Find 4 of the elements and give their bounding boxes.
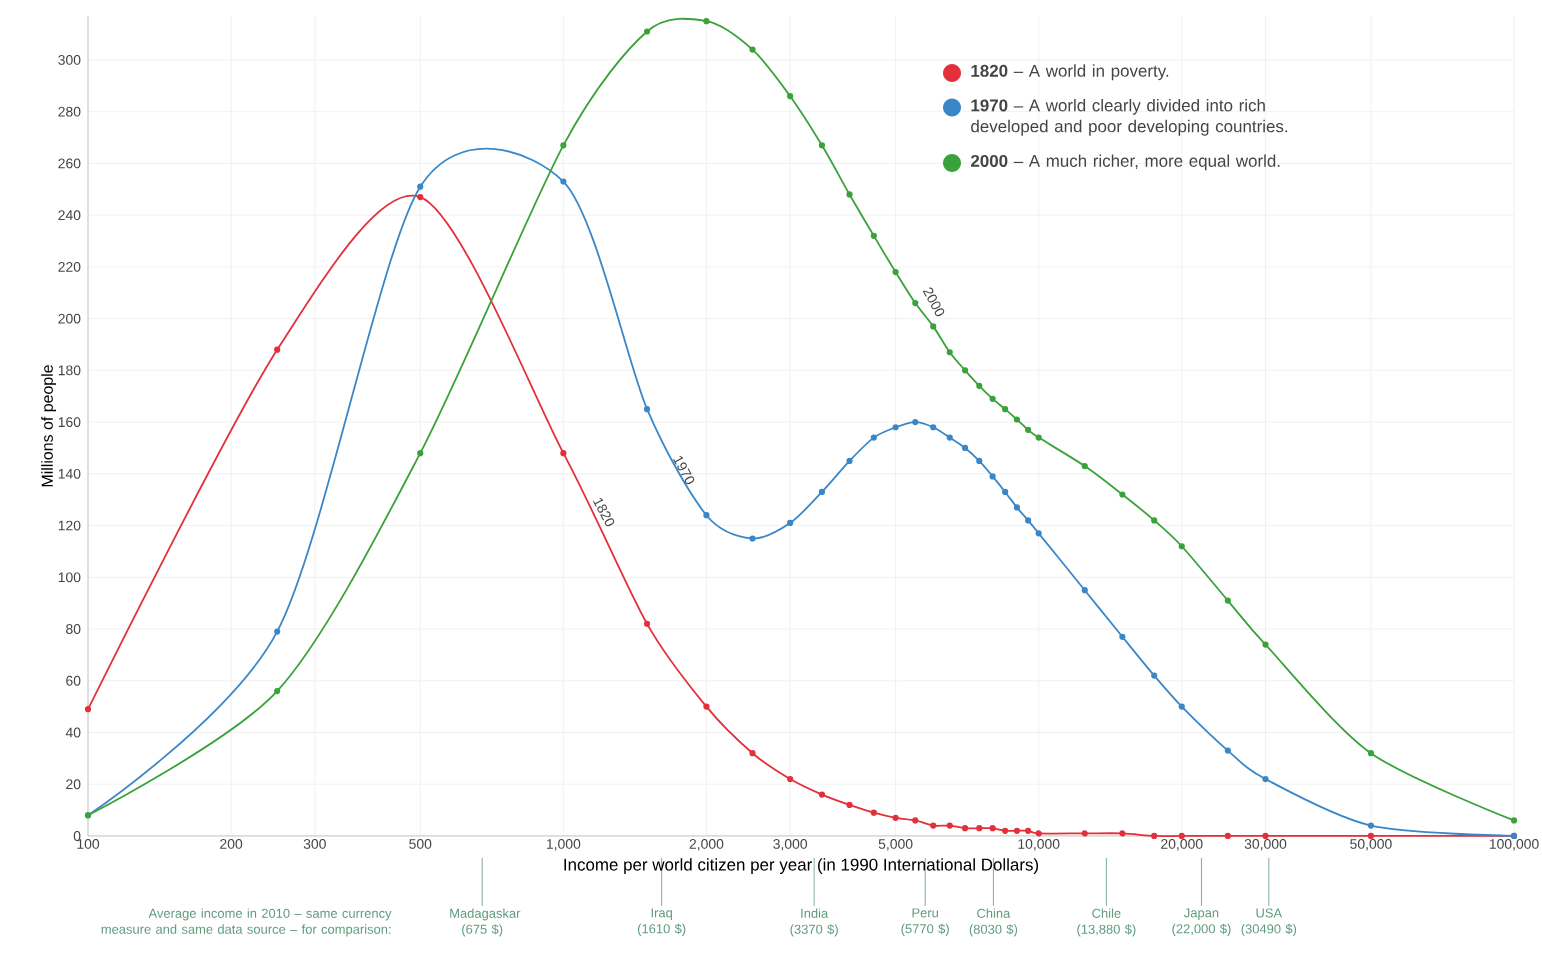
legend-label: 2000 – A much richer, more equal world.: [971, 154, 1280, 171]
legend-label: 1820 – A world in poverty.: [971, 64, 1169, 81]
x-axis-title: Income per world citizen per year (in 1990 International Dollars): [564, 858, 1039, 874]
legend-label: 1970 – A world clearly divided into rich developed and poor developing countries.: [971, 98, 1288, 136]
